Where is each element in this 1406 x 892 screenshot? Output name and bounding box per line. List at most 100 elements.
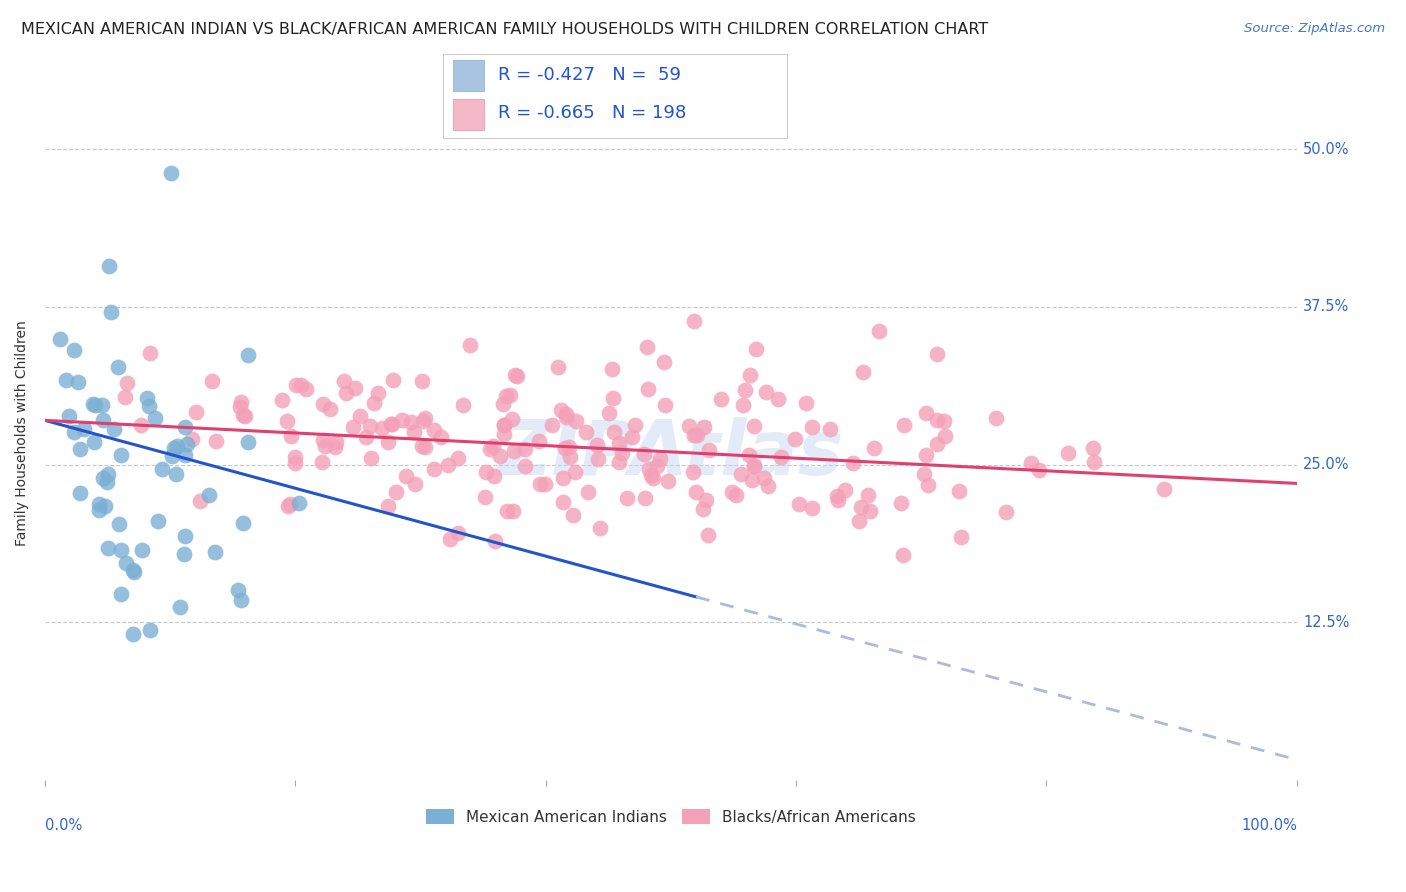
Point xyxy=(731,398,754,412)
Point xyxy=(87,497,110,511)
Point xyxy=(755,384,778,399)
Point xyxy=(1153,482,1175,496)
Point xyxy=(138,624,160,638)
Point xyxy=(794,395,817,409)
Point xyxy=(693,420,716,434)
Point xyxy=(96,475,118,489)
Text: 50.0%: 50.0% xyxy=(1303,142,1350,157)
Point xyxy=(284,450,307,464)
Point xyxy=(742,459,765,474)
Point xyxy=(502,444,524,458)
Point xyxy=(422,462,444,476)
Text: 100.0%: 100.0% xyxy=(1241,818,1296,833)
Point xyxy=(69,442,91,456)
Point xyxy=(49,332,72,346)
Point xyxy=(682,465,704,479)
Point xyxy=(515,458,537,473)
Point xyxy=(1028,462,1050,476)
Y-axis label: Family Households with Children: Family Households with Children xyxy=(15,320,30,546)
Point xyxy=(912,467,935,481)
Point xyxy=(891,548,914,562)
Point xyxy=(323,440,346,454)
Point xyxy=(110,543,132,558)
Point xyxy=(492,397,515,411)
Point xyxy=(384,485,406,500)
Legend: Mexican American Indians, Blacks/African Americans: Mexican American Indians, Blacks/African… xyxy=(420,803,922,831)
Point xyxy=(114,390,136,404)
Point xyxy=(94,500,117,514)
Point xyxy=(395,469,418,483)
Point xyxy=(381,373,404,387)
Point xyxy=(834,483,856,498)
Point xyxy=(474,490,496,504)
Point xyxy=(100,304,122,318)
Point xyxy=(173,547,195,561)
Point xyxy=(638,462,661,476)
Text: R = -0.427   N =  59: R = -0.427 N = 59 xyxy=(498,66,681,84)
Point xyxy=(533,476,555,491)
Text: 37.5%: 37.5% xyxy=(1303,300,1350,315)
Point xyxy=(233,409,256,423)
Point xyxy=(377,499,399,513)
Point xyxy=(558,440,581,454)
Point xyxy=(173,419,195,434)
Text: 25.0%: 25.0% xyxy=(1303,457,1350,472)
Point xyxy=(607,436,630,450)
Point xyxy=(554,407,576,421)
Point xyxy=(160,166,183,180)
Point xyxy=(270,392,292,407)
Point xyxy=(236,435,259,450)
Point xyxy=(770,450,793,465)
Point xyxy=(697,442,720,457)
Point xyxy=(738,368,761,382)
Point xyxy=(529,434,551,449)
Point xyxy=(229,400,252,414)
Point xyxy=(475,465,498,479)
Point xyxy=(67,376,90,390)
Point xyxy=(312,397,335,411)
Point xyxy=(136,391,159,405)
Point xyxy=(620,429,643,443)
Point xyxy=(96,467,118,481)
Point xyxy=(231,592,253,607)
Point xyxy=(995,505,1018,519)
Point xyxy=(555,409,578,424)
Point xyxy=(363,396,385,410)
Point xyxy=(564,465,586,479)
Point xyxy=(115,556,138,570)
Point xyxy=(236,348,259,362)
Point xyxy=(645,459,668,474)
Point xyxy=(734,384,756,398)
Point xyxy=(482,469,505,483)
Point xyxy=(138,399,160,413)
Point xyxy=(502,503,524,517)
Point xyxy=(295,382,318,396)
Point xyxy=(478,442,501,456)
Point xyxy=(451,398,474,412)
Point xyxy=(849,500,872,514)
Point xyxy=(204,545,226,559)
Point xyxy=(343,382,366,396)
Point xyxy=(276,414,298,428)
Point xyxy=(598,406,620,420)
Point xyxy=(447,451,470,466)
Point xyxy=(55,373,77,387)
Text: ZIPAtlas: ZIPAtlas xyxy=(498,417,845,491)
Point xyxy=(411,438,433,452)
Point xyxy=(657,475,679,489)
Point xyxy=(742,458,765,473)
Point xyxy=(165,467,187,481)
Point xyxy=(1083,455,1105,469)
Point xyxy=(496,504,519,518)
Point xyxy=(710,392,733,407)
Point xyxy=(730,467,752,481)
Point xyxy=(607,454,630,468)
Point xyxy=(565,414,588,428)
Point xyxy=(494,426,516,441)
Point xyxy=(685,485,707,500)
Text: R = -0.665   N = 198: R = -0.665 N = 198 xyxy=(498,104,686,122)
Point xyxy=(180,432,202,446)
Point xyxy=(423,423,446,437)
Point xyxy=(277,500,299,514)
Point xyxy=(174,529,197,543)
